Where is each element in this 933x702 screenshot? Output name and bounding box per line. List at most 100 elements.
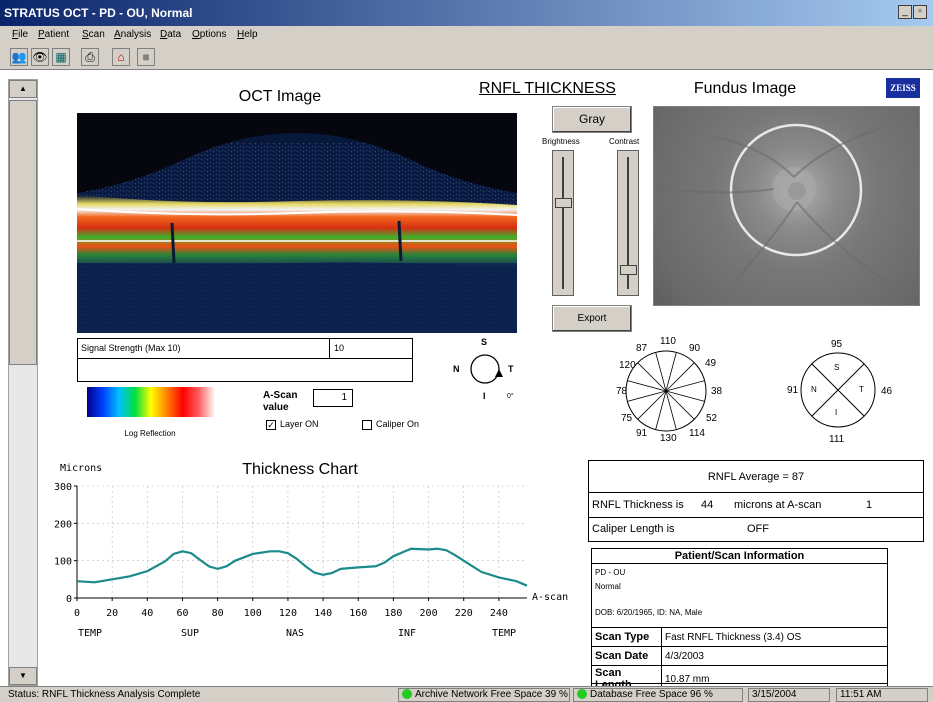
- clock-8: 75: [621, 413, 633, 424]
- eye-icon[interactable]: 👁: [31, 48, 49, 66]
- maximize-button[interactable]: ▫: [913, 5, 927, 19]
- quadrant-n-label: N: [811, 385, 817, 394]
- stop-icon[interactable]: ■: [137, 48, 155, 66]
- orientation-n: N: [453, 364, 460, 374]
- chart-ylabel: Microns: [60, 463, 103, 474]
- vertical-scrollbar[interactable]: ▲ ▼: [8, 79, 38, 686]
- ascan-label: A-Scan value: [263, 390, 297, 414]
- x-tick-label: 80: [212, 608, 224, 619]
- y-tick-label: 200: [54, 519, 72, 530]
- x-tick-label: 0: [74, 608, 80, 619]
- quadrant-s-value: 95: [831, 339, 843, 350]
- clock-6: 130: [660, 433, 677, 444]
- scroll-down-icon[interactable]: ▼: [9, 667, 37, 685]
- caliper-checkbox-label: Caliper On: [376, 419, 420, 429]
- region-inf: INF: [398, 628, 417, 639]
- brightness-slider[interactable]: [552, 150, 574, 296]
- quadrant-i-label: I: [835, 408, 838, 417]
- log-reflection-label: Log Reflection: [124, 429, 176, 438]
- caliper-on-checkbox[interactable]: Caliper On: [362, 419, 419, 430]
- scan-info-table: Scan Type Fast RNFL Thickness (3.4) OS Sc…: [591, 627, 888, 693]
- clock-hour-diagram: 110 90 49 38 52 114 130 91 75 78 120 87: [600, 335, 740, 445]
- contrast-slider-thumb[interactable]: [620, 264, 637, 275]
- caliper-value: OFF: [747, 523, 769, 535]
- scroll-thumb[interactable]: [9, 100, 37, 365]
- thickness-chart-title: Thickness Chart: [242, 461, 358, 478]
- menu-analysis[interactable]: Analysis: [114, 29, 152, 40]
- quadrant-t-value: 46: [881, 386, 893, 397]
- quadrant-i-value: 111: [829, 434, 845, 445]
- contrast-slider[interactable]: [617, 150, 639, 296]
- x-tick-label: 40: [141, 608, 153, 619]
- contrast-label: Contrast: [609, 137, 640, 146]
- clock-sector-divider: [665, 390, 695, 420]
- layer-on-checkbox[interactable]: ✓ Layer ON: [266, 419, 319, 430]
- export-button[interactable]: Export: [552, 305, 632, 332]
- status-time: 11:51 AM: [836, 688, 928, 702]
- brightness-slider-thumb[interactable]: [555, 197, 572, 208]
- clock-sector-divider: [637, 362, 667, 392]
- clock-4: 52: [706, 413, 718, 424]
- patient-line1: PD - OU: [595, 568, 626, 577]
- rnfl-thickness-prefix: RNFL Thickness is: [592, 499, 684, 511]
- ascan-value-input[interactable]: 1: [313, 389, 353, 407]
- x-tick-label: 220: [455, 608, 473, 619]
- minimize-button[interactable]: _: [898, 5, 912, 19]
- clock-sector-divider: [665, 390, 677, 430]
- chart-xlabel: A-scan: [532, 592, 568, 603]
- patient-line2: Normal: [595, 582, 621, 591]
- x-tick-label: 20: [106, 608, 118, 619]
- gray-button[interactable]: Gray: [552, 106, 632, 133]
- brightness-label: Brightness: [542, 137, 580, 146]
- region-temp-1: TEMP: [78, 628, 103, 639]
- status-bar: Status: RNFL Thickness Analysis Complete…: [0, 686, 933, 702]
- thickness-chart: 0 100 200 300 0 20 40 60 80 100 120 140 160 180 200 220…: [40, 478, 580, 643]
- zeiss-logo: ZEISS: [886, 78, 920, 98]
- oct-image: [77, 113, 517, 333]
- oct-image-heading: OCT Image: [238, 88, 322, 105]
- print-icon[interactable]: ⎙: [81, 48, 99, 66]
- signal-strength-panel: Signal Strength (Max 10) 10: [77, 338, 413, 382]
- x-tick-label: 140: [314, 608, 332, 619]
- clock-10: 120: [619, 360, 636, 371]
- archive-indicator-icon: [402, 689, 412, 700]
- menu-options[interactable]: Options: [192, 29, 227, 40]
- rnfl-ascan-value: 1: [866, 499, 873, 511]
- scan-type-label: Scan Type: [591, 627, 662, 647]
- scan-icon[interactable]: ▦: [52, 48, 70, 66]
- menu-scan[interactable]: Scan: [82, 29, 105, 40]
- fundus-image: [653, 106, 920, 306]
- clock-11: 87: [636, 343, 648, 354]
- menu-patient[interactable]: Patient: [38, 29, 70, 40]
- rnfl-thickness-suffix: microns at A-scan: [734, 499, 822, 511]
- rnfl-thickness-value: 44: [701, 499, 714, 511]
- menu-help[interactable]: Help: [237, 29, 258, 40]
- scroll-up-icon[interactable]: ▲: [9, 80, 37, 98]
- x-tick-label: 60: [176, 608, 188, 619]
- scan-type-value: Fast RNFL Thickness (3.4) OS: [661, 627, 888, 647]
- patient-info-panel: Patient/Scan Information PD - OU Normal …: [591, 548, 888, 693]
- clock-3: 38: [711, 386, 723, 397]
- clock-9: 78: [616, 386, 628, 397]
- menu-file[interactable]: File: [12, 29, 29, 40]
- x-tick-label: 200: [420, 608, 438, 619]
- rnfl-thickness-heading: RNFL THICKNESS: [479, 80, 616, 97]
- x-tick-label: 240: [490, 608, 508, 619]
- x-tick-label: 100: [244, 608, 262, 619]
- region-sup: SUP: [181, 628, 200, 639]
- clock-sector-divider: [627, 390, 667, 402]
- layer-checkbox-box[interactable]: ✓: [266, 419, 276, 430]
- status-date: 3/15/2004: [748, 688, 830, 702]
- clock-sector-divider: [655, 390, 667, 430]
- caliper-checkbox-box[interactable]: [362, 419, 372, 430]
- patients-icon[interactable]: 👥: [10, 48, 28, 66]
- database-space-text: Database Free Space 96 %: [590, 689, 713, 700]
- rnfl-summary-panel: RNFL Average = 87 RNFL Thickness is 44 m…: [588, 460, 924, 542]
- region-temp-2: TEMP: [492, 628, 517, 639]
- quadrant-diagram: 95 91 46 111 S N T I: [775, 335, 905, 447]
- home-icon[interactable]: ⌂: [112, 48, 130, 66]
- window-title: STRATUS OCT - PD - OU, Normal: [4, 6, 193, 20]
- y-tick-label: 0: [66, 594, 72, 605]
- menu-data[interactable]: Data: [160, 29, 182, 40]
- log-reflection-colorbar: [87, 387, 215, 417]
